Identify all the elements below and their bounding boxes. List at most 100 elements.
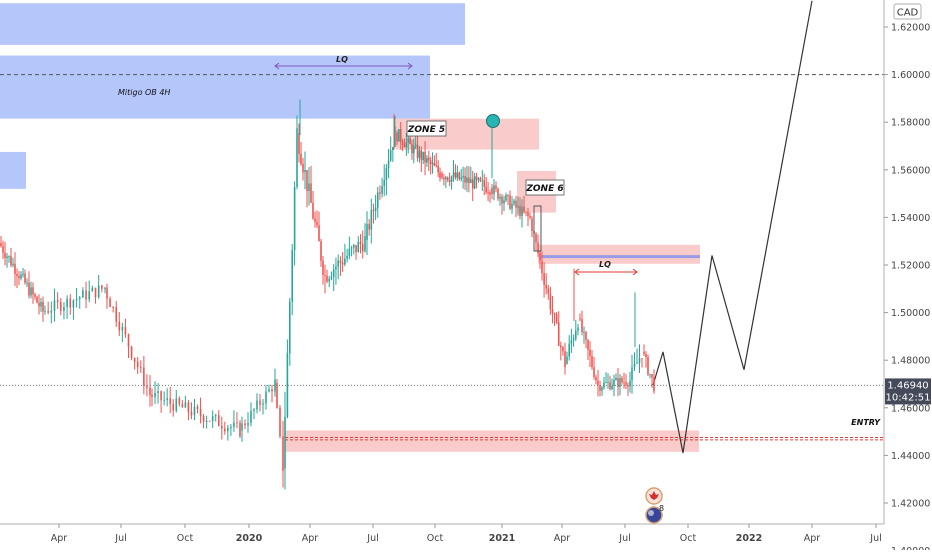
candle[interactable] [211,410,214,429]
candle[interactable] [181,400,184,408]
candle[interactable] [570,328,573,353]
candle[interactable] [348,236,351,260]
candle[interactable] [106,283,108,309]
candle[interactable] [651,373,653,388]
blue-zone-1[interactable] [0,55,430,119]
candle[interactable] [361,230,364,259]
candle[interactable] [426,155,428,167]
candle[interactable] [503,195,505,212]
candle[interactable] [497,187,499,201]
candle[interactable] [441,171,443,180]
candle[interactable] [136,356,139,374]
candle[interactable] [330,271,333,281]
candle[interactable] [66,295,68,319]
candle[interactable] [44,305,46,315]
candle[interactable] [109,296,111,308]
candle[interactable] [314,211,316,228]
candle[interactable] [505,192,507,203]
candle[interactable] [450,175,453,190]
candle[interactable] [160,390,162,413]
candle[interactable] [208,420,211,422]
candle[interactable] [636,348,638,365]
projection-path[interactable] [652,0,813,454]
candle[interactable] [595,374,597,385]
candle[interactable] [491,183,493,200]
candle[interactable] [627,382,629,396]
candle[interactable] [499,193,501,206]
candle[interactable] [244,419,246,430]
candle[interactable] [625,374,627,390]
candle[interactable] [172,399,175,417]
candle[interactable] [32,282,34,304]
candle[interactable] [28,271,30,299]
candle[interactable] [133,357,136,370]
candle[interactable] [220,416,223,440]
candle[interactable] [199,397,202,424]
candle[interactable] [50,301,53,324]
candle[interactable] [411,139,413,160]
candle[interactable] [91,285,94,292]
candle[interactable] [439,167,441,182]
candle[interactable] [300,141,302,166]
zone6-label-box[interactable] [525,179,565,196]
candle[interactable] [401,138,404,152]
candle[interactable] [489,189,491,203]
candle[interactable] [118,312,121,337]
candle[interactable] [370,198,373,244]
candle[interactable] [531,215,533,238]
candle[interactable] [227,424,229,441]
candle[interactable] [485,176,487,195]
candle[interactable] [379,185,381,200]
candle[interactable] [403,138,406,148]
candle[interactable] [4,241,6,266]
candle[interactable] [435,152,438,168]
zone5-label-box[interactable] [406,120,447,137]
candle[interactable] [460,169,462,182]
candle[interactable] [289,297,291,366]
candle[interactable] [366,211,368,255]
candle[interactable] [566,351,568,365]
red-zone-6[interactable] [285,430,699,452]
candle[interactable] [394,115,396,148]
candle[interactable] [101,284,103,293]
candle[interactable] [341,251,344,272]
candle[interactable] [617,368,619,397]
candle[interactable] [611,378,613,391]
candle[interactable] [298,123,300,163]
candle[interactable] [392,146,394,163]
candle[interactable] [585,330,587,349]
candle[interactable] [214,413,217,422]
candle[interactable] [271,384,273,403]
candle[interactable] [353,243,355,255]
candle[interactable] [324,264,326,294]
candle[interactable] [193,399,196,421]
candle[interactable] [647,354,649,377]
candle[interactable] [22,268,24,278]
candle[interactable] [115,301,118,328]
candle[interactable] [146,374,148,397]
candle[interactable] [638,344,641,374]
candle[interactable] [296,115,298,190]
candle[interactable] [316,210,318,229]
mitigo-ob-label[interactable]: Mitigo OB 4H [118,88,170,97]
candle[interactable] [519,197,521,220]
candle[interactable] [374,194,377,221]
candle[interactable] [609,375,611,391]
candle[interactable] [501,194,503,215]
candle[interactable] [322,255,324,285]
candle[interactable] [121,322,124,343]
candle[interactable] [420,146,423,172]
candle[interactable] [293,181,296,266]
candle[interactable] [291,243,293,316]
candle[interactable] [481,170,484,191]
candle[interactable] [18,270,20,286]
candle[interactable] [302,158,304,181]
candle[interactable] [53,288,56,322]
candle[interactable] [368,219,370,236]
candle[interactable] [589,341,591,367]
candle[interactable] [621,375,623,385]
candle[interactable] [187,400,190,421]
candle[interactable] [416,136,419,162]
candle[interactable] [127,333,130,359]
candle[interactable] [372,203,375,224]
